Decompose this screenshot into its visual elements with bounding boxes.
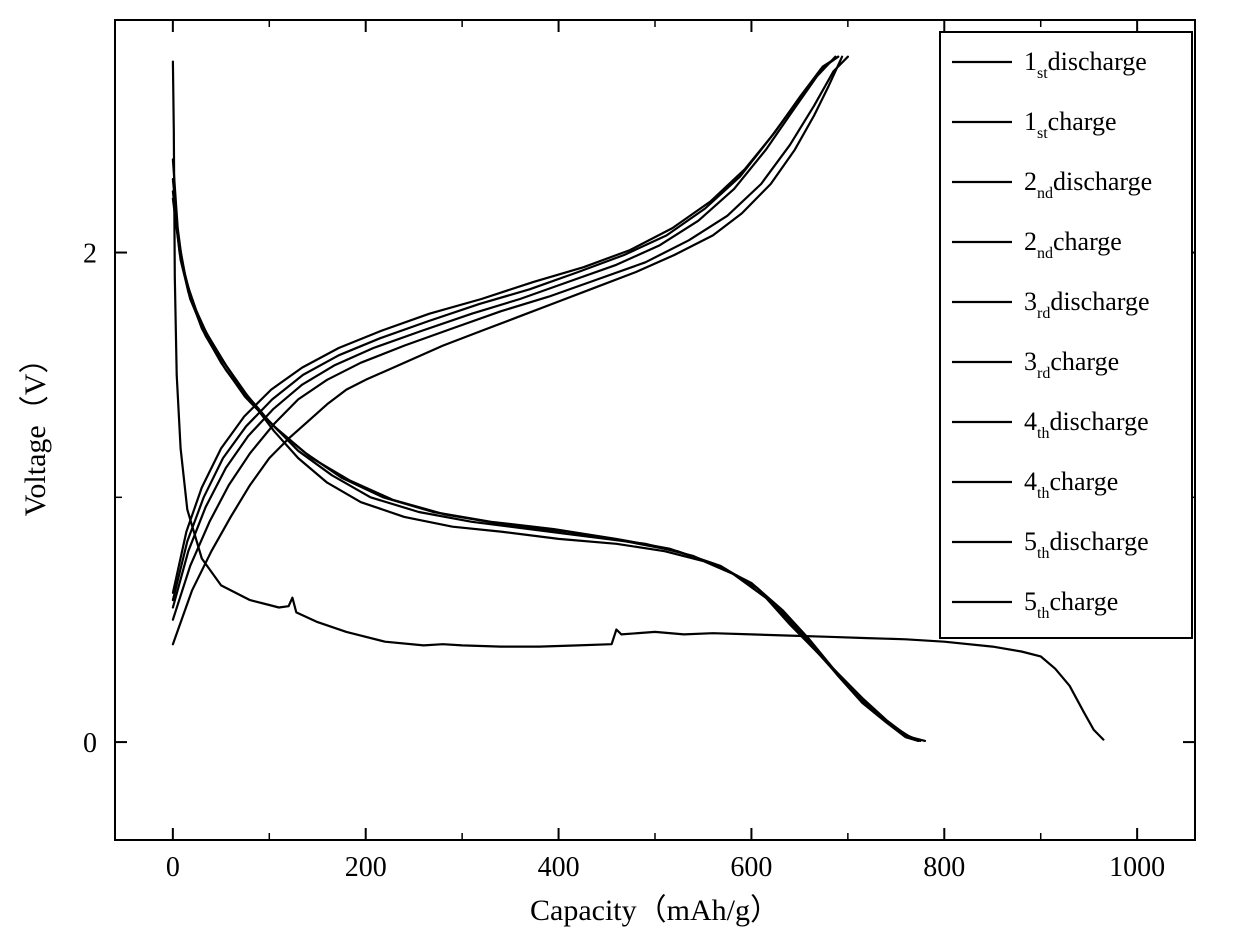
voltage-capacity-chart: 0200400600800100002 1stdischarge1stcharg… (0, 0, 1240, 939)
series-d4 (173, 191, 918, 741)
series-d3 (173, 179, 925, 741)
x-tick-label: 0 (166, 852, 180, 883)
series-c1 (173, 57, 842, 645)
series-d5 (173, 199, 918, 741)
x-tick-label: 400 (538, 852, 580, 883)
chart-svg: 0200400600800100002 1stdischarge1stcharg… (0, 0, 1240, 939)
series-c2 (173, 57, 848, 620)
series-d2 (173, 160, 920, 741)
x-tick-label: 800 (923, 852, 965, 883)
y-tick-label: 2 (83, 239, 97, 270)
x-tick-label: 1000 (1109, 852, 1165, 883)
series-c5 (173, 57, 838, 593)
x-tick-label: 200 (345, 852, 387, 883)
y-tick-label: 0 (83, 728, 97, 759)
series-c4 (173, 57, 838, 600)
x-axis-label: Capacity（mAh/g） (530, 894, 780, 927)
y-axis-label: Voltage（V） (19, 344, 52, 517)
x-tick-label: 600 (730, 852, 772, 883)
